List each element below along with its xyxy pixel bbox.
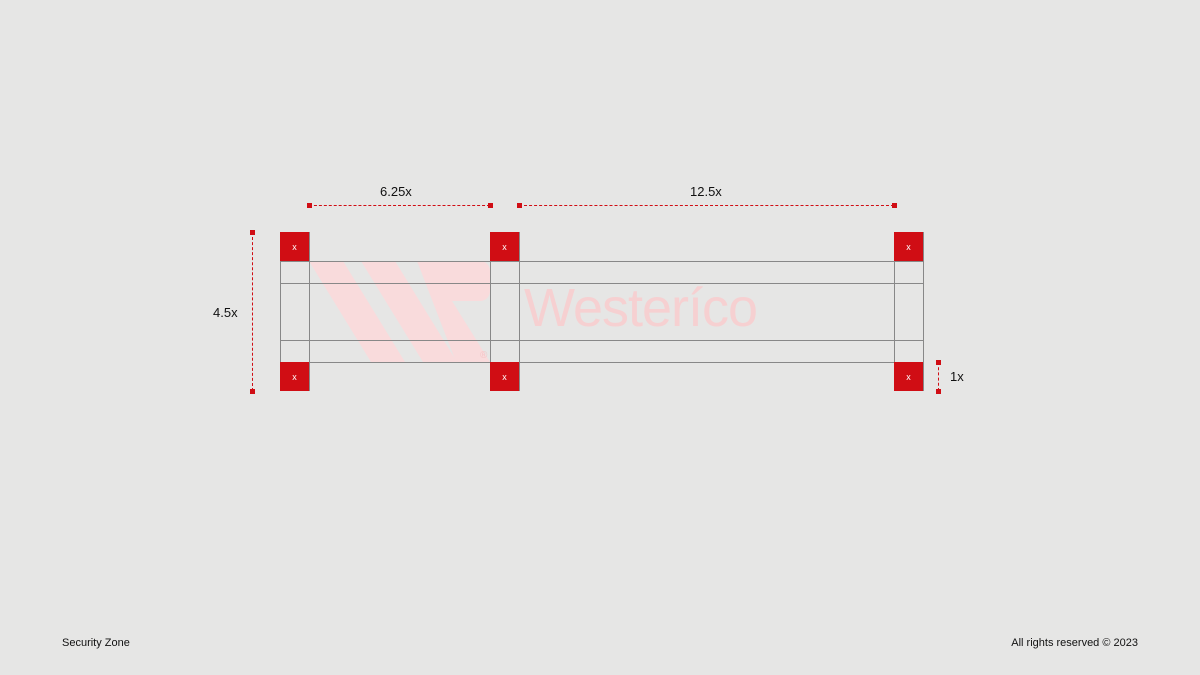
dimension-label-unit: 1x bbox=[950, 369, 964, 384]
dimension-label-mark-width: 6.25x bbox=[380, 184, 412, 199]
unit-square: x bbox=[280, 362, 309, 391]
guide-line bbox=[309, 232, 310, 391]
logo-mark bbox=[309, 261, 490, 362]
unit-square: x bbox=[490, 362, 519, 391]
guide-line bbox=[923, 232, 924, 391]
guide-line bbox=[519, 232, 520, 391]
unit-square: x bbox=[490, 232, 519, 261]
footer-title: Security Zone bbox=[62, 637, 130, 649]
guide-line bbox=[280, 362, 923, 363]
dimension-dot bbox=[517, 203, 522, 208]
diagram-stage: ® Westeríco x x x x x x 6.25x 12.5x 4.5x… bbox=[0, 0, 1200, 675]
dimension-dot bbox=[488, 203, 493, 208]
unit-square: x bbox=[280, 232, 309, 261]
dimension-dot bbox=[250, 230, 255, 235]
guide-line bbox=[280, 261, 923, 262]
unit-square: x bbox=[894, 232, 923, 261]
dimension-line bbox=[309, 205, 490, 206]
dimension-label-height: 4.5x bbox=[213, 305, 238, 320]
dimension-dot bbox=[307, 203, 312, 208]
logo-wordmark: Westeríco bbox=[524, 277, 757, 339]
footer-copyright: All rights reserved © 2023 bbox=[1011, 637, 1138, 649]
guide-line bbox=[280, 340, 923, 341]
registered-mark: ® bbox=[480, 350, 487, 361]
dimension-line bbox=[519, 205, 894, 206]
unit-square: x bbox=[894, 362, 923, 391]
dimension-line bbox=[252, 232, 253, 391]
dimension-dot bbox=[936, 360, 941, 365]
dimension-dot bbox=[250, 389, 255, 394]
dimension-dot bbox=[936, 389, 941, 394]
guide-line bbox=[280, 283, 923, 284]
dimension-label-word-width: 12.5x bbox=[690, 184, 722, 199]
dimension-line bbox=[938, 362, 939, 391]
dimension-dot bbox=[892, 203, 897, 208]
